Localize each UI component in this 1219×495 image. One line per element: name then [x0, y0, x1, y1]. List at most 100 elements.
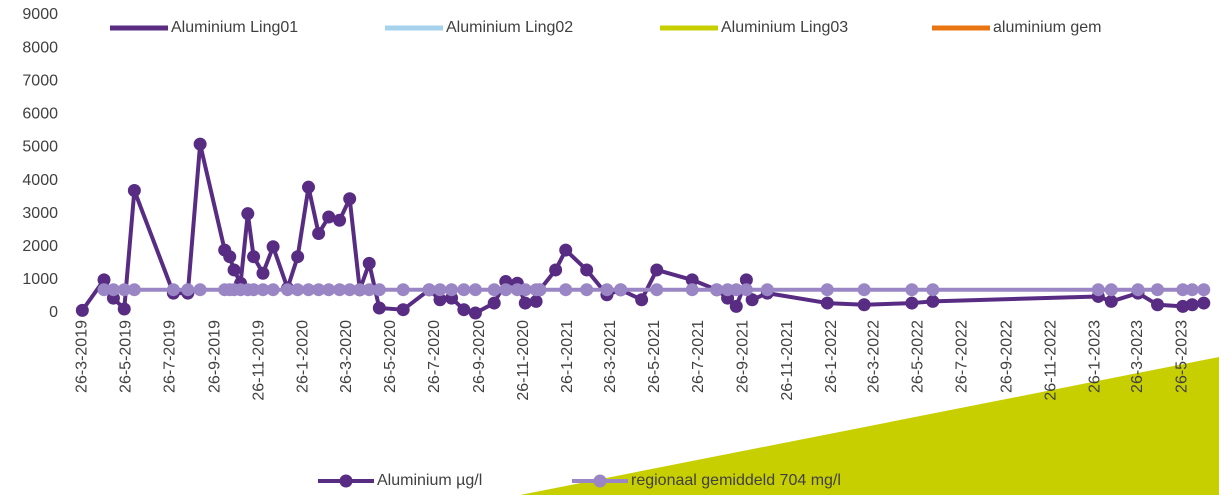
x-tick-label: 26-11-2021 [779, 320, 796, 401]
data-point [926, 283, 940, 297]
data-point [468, 306, 482, 320]
data-point [291, 283, 305, 297]
x-tick-label: 26-9-2019 [207, 320, 224, 393]
data-point [343, 192, 357, 206]
data-point [127, 283, 141, 297]
decoration [520, 357, 1219, 495]
data-point [685, 283, 699, 297]
x-tick-label: 26-11-2020 [515, 320, 532, 401]
legend-label: Aluminium Ling02 [446, 19, 573, 36]
legend-label: regionaal gemiddeld 704 mg/l [631, 472, 841, 489]
x-tick-label: 26-1-2022 [823, 320, 840, 393]
x-tick-label: 26-3-2021 [602, 320, 619, 393]
data-point [739, 283, 753, 297]
data-point [372, 283, 386, 297]
data-point [710, 283, 724, 297]
data-point [322, 283, 336, 297]
y-tick-label: 9000 [22, 6, 58, 23]
x-tick-label: 26-11-2022 [1043, 320, 1060, 401]
data-point [580, 283, 594, 297]
y-tick-label: 4000 [22, 172, 58, 189]
data-point [549, 263, 563, 277]
data-point [729, 299, 743, 313]
data-point [635, 293, 649, 307]
data-point [97, 273, 111, 287]
data-point [487, 283, 501, 297]
x-tick-label: 26-3-2020 [338, 320, 355, 393]
data-point [106, 283, 120, 297]
data-point [353, 283, 367, 297]
data-point [75, 303, 89, 317]
data-point [820, 283, 834, 297]
data-point [529, 294, 543, 308]
data-point [396, 283, 410, 297]
data-point [685, 273, 699, 287]
data-point [1197, 296, 1211, 310]
data-point [457, 283, 471, 297]
data-point [256, 283, 270, 297]
data-point [281, 283, 295, 297]
data-point [1151, 283, 1165, 297]
x-tick-label: 26-9-2022 [998, 320, 1015, 393]
x-tick-label: 26-1-2020 [295, 320, 312, 393]
x-tick-label: 26-5-2023 [1173, 320, 1190, 393]
data-point [1185, 298, 1199, 312]
data-point [247, 250, 261, 264]
data-point [312, 227, 326, 241]
x-tick-label: 26-7-2019 [162, 320, 179, 393]
data-point [193, 283, 207, 297]
data-point [97, 283, 111, 297]
x-tick-label: 26-5-2022 [910, 320, 927, 393]
y-tick-label: 5000 [22, 139, 58, 156]
x-tick-label: 26-5-2021 [646, 320, 663, 393]
x-tick-label: 26-3-2022 [865, 320, 882, 393]
data-point [302, 283, 316, 297]
data-point [518, 283, 532, 297]
data-point [614, 283, 628, 297]
data-point [745, 293, 759, 307]
y-tick-label: 1000 [22, 271, 58, 288]
y-tick-label: 8000 [22, 39, 58, 56]
data-point [1104, 294, 1118, 308]
data-point [422, 283, 436, 297]
y-tick-label: 3000 [22, 205, 58, 222]
data-point [499, 283, 513, 297]
data-point [1091, 283, 1105, 297]
data-point [241, 207, 255, 221]
y-tick-label: 6000 [22, 106, 58, 123]
data-point [600, 283, 614, 297]
legend-label: aluminium gem [993, 19, 1101, 36]
data-point [322, 210, 336, 224]
data-point [559, 283, 573, 297]
data-point [193, 137, 207, 151]
data-point [857, 283, 871, 297]
data-point [227, 263, 241, 277]
data-point [1151, 298, 1165, 312]
data-point [468, 283, 482, 297]
data-point [117, 302, 131, 316]
data-point [127, 183, 141, 197]
legend-label: Aluminium Ling01 [171, 19, 298, 36]
data-point [1176, 283, 1190, 297]
legend-label: Aluminium µg/l [377, 472, 482, 489]
data-point [372, 301, 386, 315]
data-point [266, 283, 280, 297]
legend-marker [593, 474, 607, 488]
legend-marker [339, 474, 353, 488]
data-point [650, 283, 664, 297]
data-point [291, 250, 305, 264]
x-tick-label: 26-7-2021 [690, 320, 707, 393]
data-point [362, 283, 376, 297]
data-point [362, 256, 376, 270]
data-point [433, 283, 447, 297]
data-point [1131, 283, 1145, 297]
data-point [487, 296, 501, 310]
x-tick-label: 26-3-2019 [74, 320, 91, 393]
data-point [457, 303, 471, 317]
y-tick-label: 0 [49, 304, 58, 321]
data-point [166, 283, 180, 297]
y-tick-label: 7000 [22, 72, 58, 89]
x-tick-label: 26-7-2020 [426, 320, 443, 393]
data-point [926, 294, 940, 308]
